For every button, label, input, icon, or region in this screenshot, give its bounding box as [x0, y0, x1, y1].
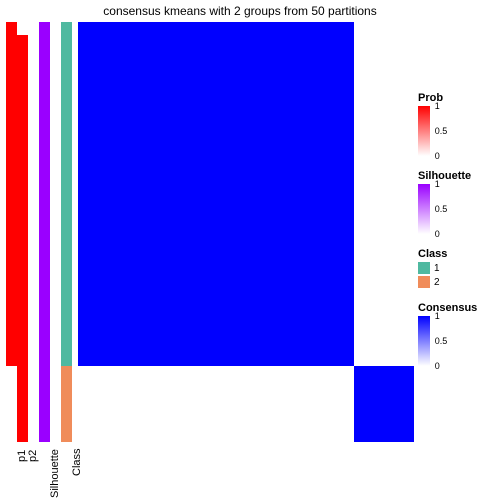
legend-tick: 0.5	[435, 127, 448, 136]
annotation-strip-silhouette	[39, 22, 50, 442]
legend-tick: 1	[435, 180, 440, 189]
legend-prob: Prob 10.50	[418, 92, 498, 156]
legend-tick: 0.5	[435, 205, 448, 214]
heatmap-cell	[78, 366, 354, 442]
consensus-heatmap	[78, 22, 414, 442]
legend-prob-title: Prob	[418, 92, 498, 104]
legend-class-title: Class	[418, 248, 498, 260]
legend-consensus-title: Consensus	[418, 302, 498, 314]
strip-segment	[61, 366, 72, 442]
legend-class: Class 12	[418, 248, 498, 288]
annotation-strip-class	[61, 22, 72, 442]
heatmap-cell	[354, 366, 414, 442]
strip-segment	[61, 22, 72, 366]
legend-silhouette: Silhouette 10.50	[418, 170, 498, 234]
column-label-p1: p1	[16, 450, 28, 462]
legend-class-label: 2	[434, 277, 440, 288]
column-label-class: Class	[71, 448, 83, 476]
legend-consensus-gradient	[418, 316, 430, 366]
legend-tick: 0.5	[435, 337, 448, 346]
legend-class-swatch	[418, 276, 430, 288]
legend-tick: 0	[435, 230, 440, 239]
plot-title: consensus kmeans with 2 groups from 50 p…	[70, 4, 410, 18]
legend-tick: 0	[435, 362, 440, 371]
strip-segment	[39, 22, 50, 442]
legend-silhouette-title: Silhouette	[418, 170, 498, 182]
legend-class-item: 2	[418, 276, 498, 288]
strip-segment	[17, 35, 28, 442]
column-labels: p1 p2 Silhouette Class	[6, 446, 414, 502]
legend-tick: 0	[435, 152, 440, 161]
legend-class-label: 1	[434, 263, 440, 274]
heatmap-cell	[78, 22, 354, 366]
legend-prob-gradient	[418, 106, 430, 156]
legend-class-items: 12	[418, 262, 498, 288]
plot-area	[6, 22, 414, 442]
legend-class-swatch	[418, 262, 430, 274]
legend-consensus: Consensus 10.50	[418, 302, 498, 366]
strip-segment	[6, 22, 17, 366]
column-label-p2: p2	[27, 450, 39, 462]
strip-segment	[17, 22, 28, 35]
legend-class-item: 1	[418, 262, 498, 274]
strip-segment	[6, 366, 17, 442]
legend-tick: 1	[435, 102, 440, 111]
heatmap-cell	[354, 22, 414, 366]
annotation-strip-p1	[6, 22, 17, 442]
legend-silhouette-gradient	[418, 184, 430, 234]
annotation-strip-p2	[17, 22, 28, 442]
legend-area: Prob 10.50 Silhouette 10.50 Class 12 Con…	[418, 92, 498, 380]
column-label-silhouette: Silhouette	[49, 449, 61, 498]
legend-tick: 1	[435, 312, 440, 321]
